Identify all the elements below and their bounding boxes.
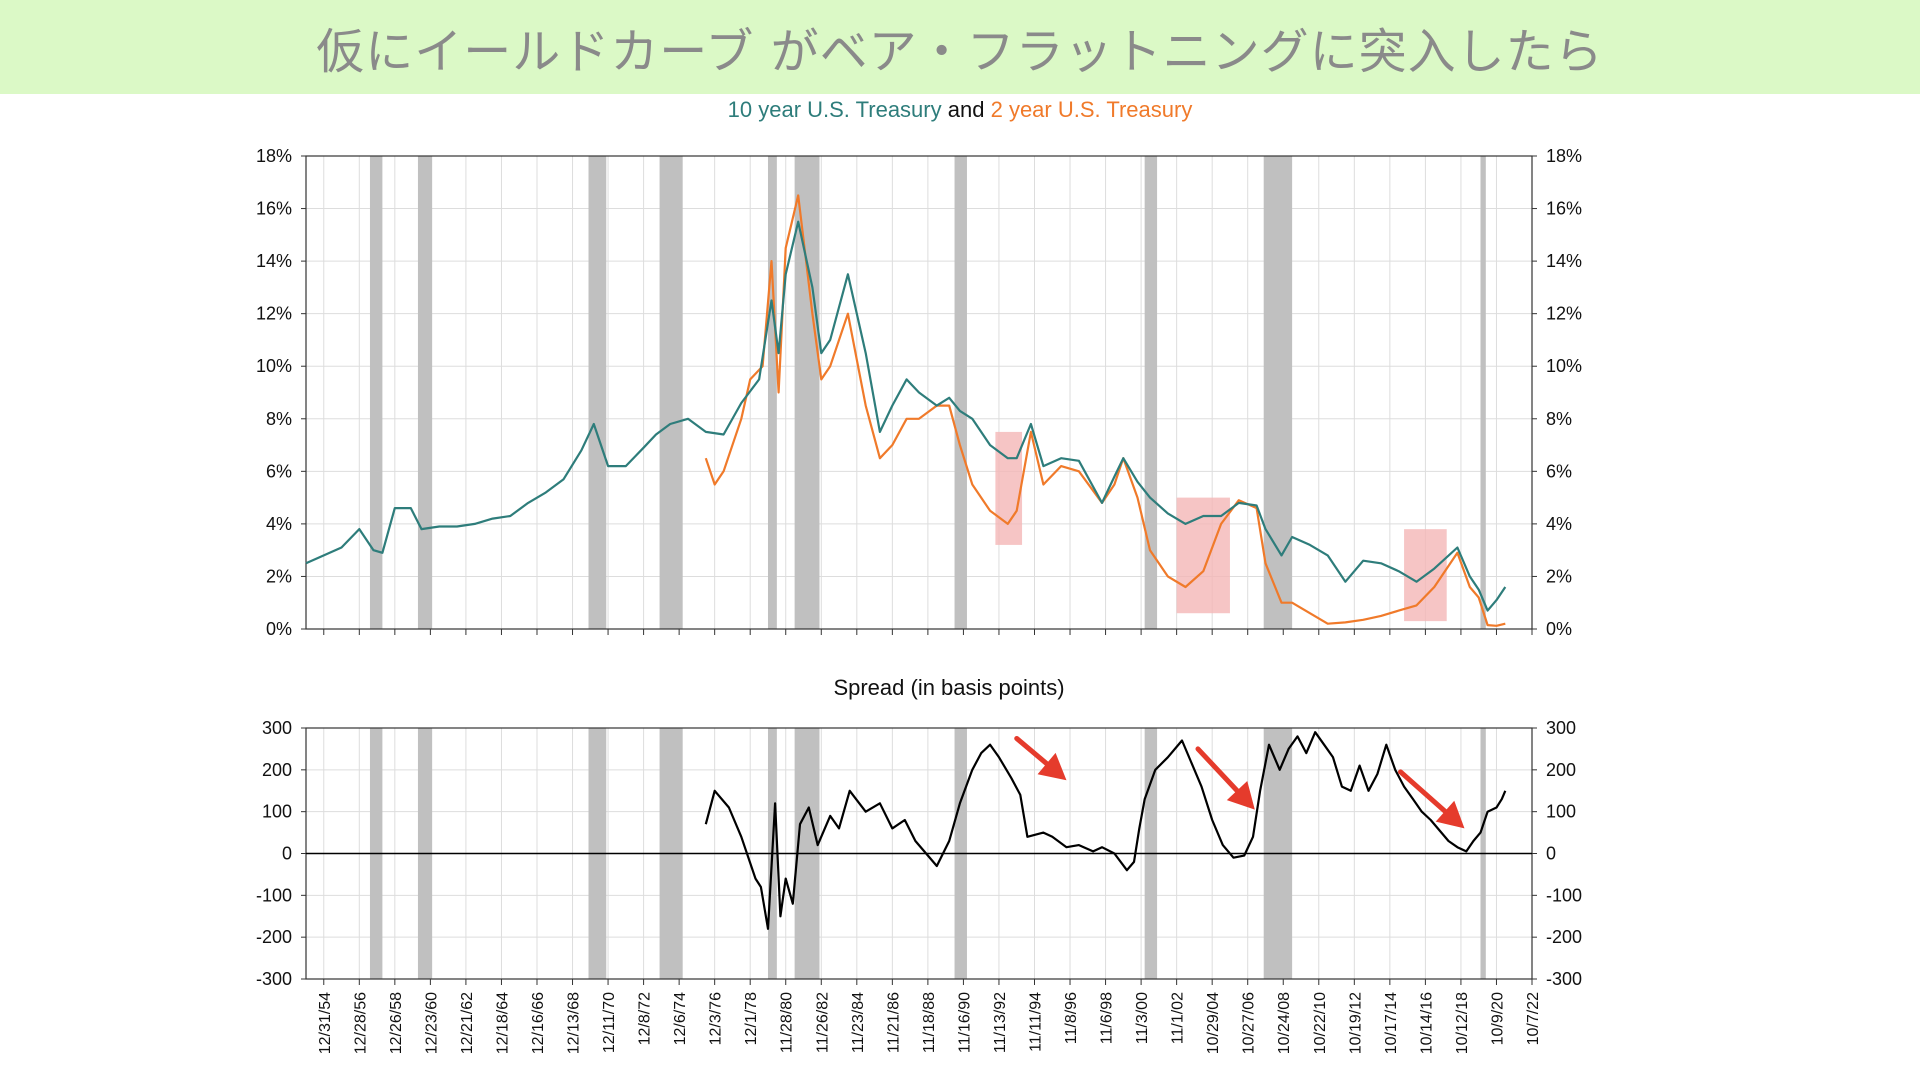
- rates-panel-recession-bar: [954, 156, 967, 629]
- x-tick-label: 11/21/86: [885, 992, 902, 1053]
- rates-panel-recession-bar: [417, 156, 433, 629]
- x-tick-label: 10/7/22: [1525, 992, 1542, 1045]
- rates-panel-ytick-label-left: 12%: [256, 304, 292, 324]
- spread-panel-ytick-label-right: 0: [1546, 844, 1556, 864]
- spread-panel-ytick-label-left: -200: [256, 927, 292, 947]
- banner-title: 仮にイールドカーブ がベア・フラットニングに突入したら: [316, 24, 1604, 80]
- x-tick-label: 12/1/78: [743, 992, 760, 1045]
- chart-title-two-year: 2 year U.S. Treasury: [990, 97, 1193, 122]
- x-tick-label: 10/22/10: [1312, 992, 1329, 1054]
- spread-panel-ytick-label-left: -300: [256, 969, 292, 989]
- rates-panel-ytick-label-left: 8%: [266, 409, 292, 429]
- rates-panel-ytick-label-right: 2%: [1546, 566, 1572, 586]
- rates-panel-recession-bar: [659, 156, 683, 629]
- rates-panel-recession-bar: [1480, 156, 1486, 629]
- spread-panel-ytick-label-left: 300: [262, 718, 292, 738]
- spread-series-line: [704, 731, 1507, 930]
- trend-arrow-shaft: [1195, 746, 1240, 794]
- x-tick-label: 11/3/00: [1134, 992, 1151, 1044]
- rates-panel-ytick-label-left: 6%: [266, 461, 292, 481]
- chart-title: 10 year U.S. Treasury and 2 year U.S. Tr…: [0, 97, 1920, 123]
- rates-panel-ytick-label-right: 14%: [1546, 251, 1582, 271]
- x-tick-label: 12/31/54: [317, 992, 334, 1054]
- rates-panel-ytick-label-left: 0%: [266, 619, 292, 639]
- x-tick-label: 11/13/92: [992, 992, 1009, 1053]
- trend-arrow-head: [1037, 752, 1067, 781]
- rates-panel-ytick-label-left: 2%: [266, 566, 292, 586]
- x-tick-label: 12/26/58: [388, 992, 405, 1054]
- rates-panel-ytick-label-right: 4%: [1546, 514, 1572, 534]
- spread-panel-ytick-label-right: 200: [1546, 760, 1576, 780]
- x-tick-label: 10/17/14: [1383, 992, 1400, 1054]
- spread-panel-ytick-label-left: 100: [262, 802, 292, 822]
- spread-panel-ytick-label-left: 0: [282, 844, 292, 864]
- rates-panel-ytick-label-right: 16%: [1546, 199, 1582, 219]
- x-tick-label: 12/23/60: [423, 992, 440, 1054]
- rates-panel-ytick-label-left: 16%: [256, 199, 292, 219]
- rates-panel-ytick-label-left: 14%: [256, 251, 292, 271]
- x-tick-label: 11/1/02: [1170, 992, 1187, 1044]
- trend-arrow-head: [1435, 800, 1465, 829]
- trend-arrow-head: [1226, 781, 1255, 810]
- rates-panel-recession-bar: [767, 156, 777, 629]
- rates-panel-recession-bar: [588, 156, 607, 629]
- x-tick-label: 12/16/66: [530, 992, 547, 1054]
- x-tick-label: 12/28/56: [352, 992, 369, 1054]
- rates-panel-ytick-label-left: 4%: [266, 514, 292, 534]
- x-tick-label: 11/16/90: [956, 992, 973, 1053]
- x-tick-label: 12/3/76: [708, 992, 725, 1045]
- rates-panel-ytick-label-right: 0%: [1546, 619, 1572, 639]
- spread-panel-ytick-label-right: 300: [1546, 718, 1576, 738]
- rates-panel-ytick-label-right: 10%: [1546, 356, 1582, 376]
- x-tick-label: 11/8/96: [1063, 992, 1080, 1044]
- trend-arrow-shaft: [1014, 735, 1050, 767]
- ten-year-series-line: [305, 220, 1507, 612]
- x-tick-label: 12/21/62: [459, 992, 476, 1054]
- rates-panel-ytick-label-left: 18%: [256, 146, 292, 166]
- rates-panel-recession-bar: [794, 156, 820, 629]
- x-tick-label: 11/6/98: [1099, 992, 1116, 1044]
- spread-panel-ytick-label-right: -100: [1546, 885, 1582, 905]
- rates-panel-ytick-label-right: 8%: [1546, 409, 1572, 429]
- x-tick-label: 11/26/82: [814, 992, 831, 1053]
- x-tick-label: 12/8/72: [637, 992, 654, 1045]
- rates-panel-ytick-label-right: 18%: [1546, 146, 1582, 166]
- rates-panel-ytick-label-right: 12%: [1546, 304, 1582, 324]
- rates-panel-frame: [305, 155, 1533, 630]
- x-tick-label: 12/11/70: [601, 992, 618, 1053]
- trend-arrow-shaft: [1398, 769, 1448, 814]
- x-tick-label: 10/27/06: [1241, 992, 1258, 1054]
- x-tick-label: 10/9/20: [1489, 992, 1506, 1045]
- spread-panel-ytick-label-right: -300: [1546, 969, 1582, 989]
- x-tick-label: 12/6/74: [672, 992, 689, 1045]
- rates-panel-recession-bar: [369, 156, 383, 629]
- x-tick-label: 12/13/68: [566, 992, 583, 1054]
- spread-panel-title: Spread (in basis points): [833, 675, 1064, 700]
- x-tick-label: 12/18/64: [494, 992, 511, 1054]
- chart-title-ten-year: 10 year U.S. Treasury: [727, 97, 942, 122]
- x-tick-label: 11/11/94: [1027, 992, 1044, 1052]
- x-tick-label: 11/23/84: [850, 992, 867, 1053]
- x-tick-label: 10/12/18: [1454, 992, 1471, 1054]
- x-tick-label: 10/24/08: [1276, 992, 1293, 1054]
- rates-panel-ytick-label-right: 6%: [1546, 461, 1572, 481]
- x-tick-label: 10/29/04: [1205, 992, 1222, 1054]
- rates-panel-ytick-label-left: 10%: [256, 356, 292, 376]
- x-tick-label: 10/14/16: [1418, 992, 1435, 1054]
- x-tick-label: 11/18/88: [921, 992, 938, 1053]
- spread-panel-ytick-label-left: 200: [262, 760, 292, 780]
- flattening-highlight-box: [995, 431, 1023, 545]
- spread-panel-ytick-label-right: -200: [1546, 927, 1582, 947]
- chart-title-and: and: [947, 97, 985, 122]
- x-tick-label: 10/19/12: [1347, 992, 1364, 1054]
- title-banner: 仮にイールドカーブ がベア・フラットニングに突入したら: [0, 0, 1920, 94]
- rates-panel-recession-bar: [1144, 156, 1158, 629]
- spread-panel-ytick-label-left: -100: [256, 885, 292, 905]
- rates-panel-recession-bar: [1263, 156, 1293, 629]
- spread-panel-ytick-label-right: 100: [1546, 802, 1576, 822]
- x-tick-label: 11/28/80: [779, 992, 796, 1053]
